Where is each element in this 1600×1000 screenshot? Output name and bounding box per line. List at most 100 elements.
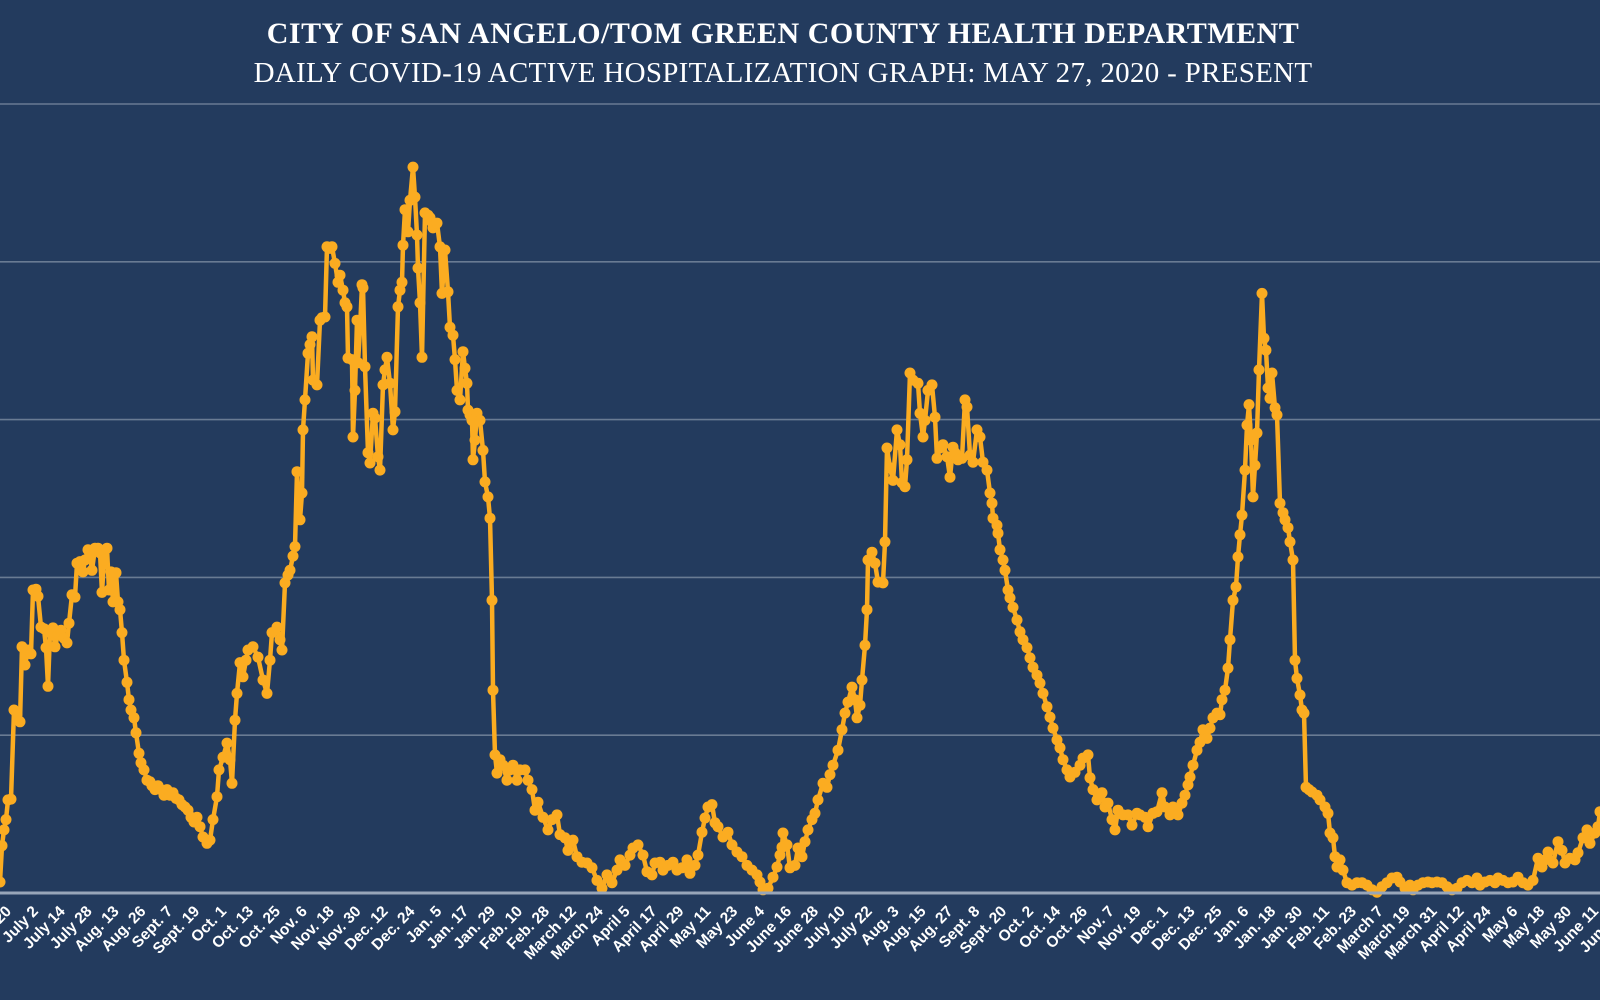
data-point	[381, 351, 393, 363]
data-point	[349, 384, 361, 396]
data-point	[1552, 836, 1564, 848]
data-point	[86, 564, 98, 576]
data-point	[799, 836, 811, 848]
data-point	[63, 617, 75, 629]
data-point	[40, 642, 52, 654]
data-point	[632, 839, 644, 851]
data-point	[1251, 427, 1263, 439]
data-point	[1284, 536, 1296, 548]
data-point	[399, 204, 411, 216]
data-point	[1271, 409, 1283, 421]
data-point	[912, 377, 924, 389]
data-point	[319, 311, 331, 323]
data-point	[32, 590, 44, 602]
data-point	[984, 487, 996, 499]
data-point	[5, 793, 17, 805]
data-series	[0, 161, 1600, 898]
data-point	[291, 466, 303, 478]
data-point	[191, 811, 203, 823]
data-point	[706, 799, 718, 811]
data-point	[42, 680, 54, 692]
data-point	[1057, 754, 1069, 766]
data-point	[1007, 601, 1019, 613]
data-point	[1037, 687, 1049, 699]
data-point	[501, 774, 513, 786]
data-point	[484, 512, 496, 524]
data-point	[362, 447, 374, 459]
data-point	[1187, 759, 1199, 771]
data-point	[586, 862, 598, 874]
data-point	[289, 541, 301, 553]
data-point	[986, 497, 998, 509]
data-point	[469, 434, 481, 446]
data-point	[619, 859, 631, 871]
data-point	[128, 712, 140, 724]
data-point	[1241, 419, 1253, 431]
data-point	[1282, 522, 1294, 534]
data-point	[861, 604, 873, 616]
data-point	[1556, 844, 1568, 856]
data-point	[1253, 364, 1265, 376]
gridlines	[0, 103, 1600, 737]
data-point	[1256, 287, 1268, 299]
data-point	[1047, 722, 1059, 734]
data-point	[591, 874, 603, 886]
data-point	[824, 769, 836, 781]
data-point	[1337, 864, 1349, 876]
data-point	[1266, 367, 1278, 379]
data-point	[1243, 399, 1255, 411]
data-point	[1004, 592, 1016, 604]
data-point	[1327, 832, 1339, 844]
data-point	[397, 239, 409, 251]
data-point	[130, 727, 142, 739]
data-point	[384, 377, 396, 389]
data-point	[511, 774, 523, 786]
data-point	[1106, 814, 1118, 826]
data-point	[1122, 809, 1134, 821]
data-point	[537, 811, 549, 823]
data-point	[1234, 529, 1246, 541]
data-point	[606, 877, 618, 889]
data-point	[297, 424, 309, 436]
data-point	[442, 286, 454, 298]
data-point	[1287, 554, 1299, 566]
data-point	[1216, 694, 1228, 706]
data-point	[287, 550, 299, 562]
data-point	[926, 379, 938, 391]
data-point	[999, 564, 1011, 576]
data-point	[1082, 749, 1094, 761]
data-point	[133, 747, 145, 759]
data-point	[1222, 662, 1234, 674]
data-point	[271, 621, 283, 633]
data-point	[392, 301, 404, 313]
data-point	[1126, 819, 1138, 831]
data-point	[519, 764, 531, 776]
data-point	[447, 329, 459, 341]
data-point	[1021, 642, 1033, 654]
data-point	[944, 471, 956, 483]
data-point	[461, 377, 473, 389]
data-point	[846, 681, 858, 693]
data-point	[836, 724, 848, 736]
data-point	[929, 411, 941, 423]
data-point	[532, 796, 544, 808]
data-point	[827, 759, 839, 771]
data-point	[1298, 707, 1310, 719]
data-point	[457, 346, 469, 358]
data-point	[762, 882, 774, 894]
data-point	[110, 567, 122, 579]
data-point	[276, 644, 288, 656]
data-point	[1249, 459, 1261, 471]
data-point	[454, 394, 466, 406]
data-point	[364, 457, 376, 469]
data-point	[1236, 509, 1248, 521]
data-point	[812, 794, 824, 806]
data-point	[1542, 846, 1554, 858]
data-point	[1041, 701, 1053, 713]
data-point	[351, 314, 363, 326]
data-point	[522, 774, 534, 786]
data-point	[204, 834, 216, 846]
data-point	[49, 641, 61, 653]
data-point	[1224, 634, 1236, 646]
